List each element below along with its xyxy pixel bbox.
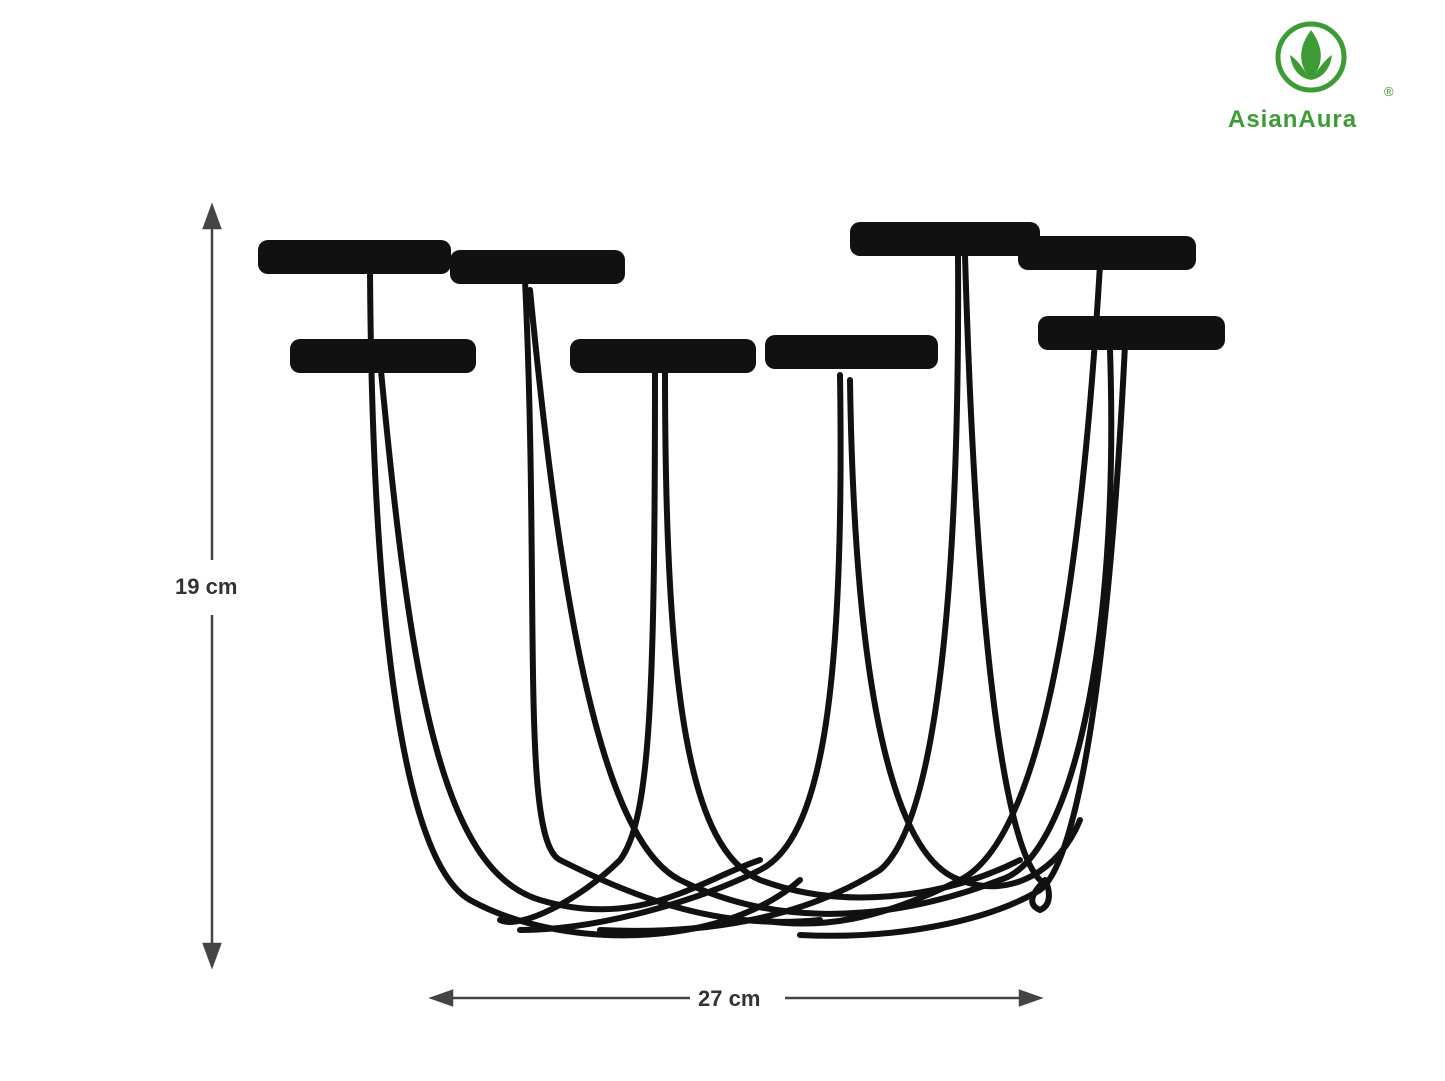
brand-name: AsianAura <box>1228 106 1358 133</box>
candle-cups <box>258 222 1225 373</box>
candle-cup <box>1038 316 1225 350</box>
candle-cup <box>258 240 451 274</box>
width-label: 27 cm <box>694 986 765 1012</box>
candle-cup <box>450 250 625 284</box>
height-arrow <box>202 202 222 970</box>
registered-mark: ® <box>1384 84 1394 99</box>
candle-stand <box>367 247 1128 939</box>
candle-cup <box>765 335 938 369</box>
height-label: 19 cm <box>171 574 242 600</box>
width-arrow <box>428 989 1044 1007</box>
candle-cup <box>290 339 476 373</box>
candle-cup <box>570 339 756 373</box>
candle-cup <box>1018 236 1196 270</box>
brand-logo <box>1275 21 1347 93</box>
candle-cup <box>850 222 1040 256</box>
